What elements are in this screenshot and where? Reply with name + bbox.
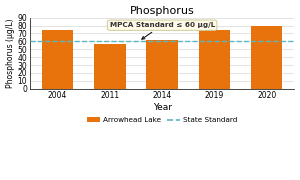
X-axis label: Year: Year	[153, 103, 172, 112]
Y-axis label: Phosphorus (μg/L): Phosphorus (μg/L)	[6, 18, 15, 88]
Bar	[199, 30, 230, 89]
Title: Phosphorus: Phosphorus	[130, 6, 194, 15]
Legend: Arrowhead Lake, State Standard: Arrowhead Lake, State Standard	[84, 114, 240, 126]
Bar	[94, 44, 126, 89]
Bar	[251, 26, 282, 89]
Bar	[146, 40, 178, 89]
Bar	[42, 30, 73, 89]
Text: MPCA Standard ≤ 60 μg/L: MPCA Standard ≤ 60 μg/L	[110, 22, 215, 39]
